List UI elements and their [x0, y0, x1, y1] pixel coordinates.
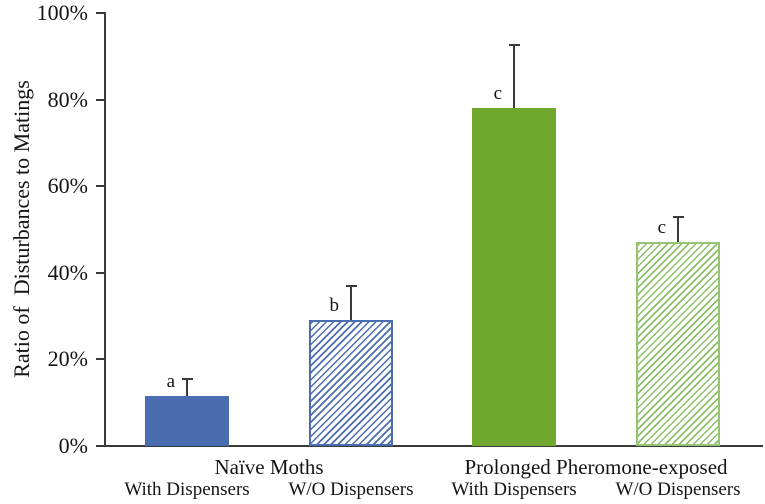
y-tick-label-40: 40%: [47, 259, 88, 285]
group-label-prolonged-pheromone-exposed: Prolonged Pheromone-exposed: [464, 455, 728, 479]
error-bar-cap-na-ve-moths-w-o-dispensers: [345, 284, 357, 287]
x-label-prolonged-pheromone-exposed-with-dispensers: With Dispensers: [451, 479, 577, 500]
error-bar-cap-prolonged-pheromone-exposed-with-dispensers: [508, 44, 520, 47]
y-tick-60: [96, 185, 105, 188]
error-bar-line-na-ve-moths-w-o-dispensers: [350, 285, 352, 321]
y-axis-line: [104, 12, 106, 447]
error-bar-line-prolonged-pheromone-exposed-w-o-dispensers: [677, 216, 679, 243]
group-label-na-ve-moths: Naïve Moths: [214, 455, 324, 479]
bar-na-ve-moths-w-o-dispensers: [309, 320, 393, 446]
y-tick-100: [96, 12, 105, 14]
y-tick-40: [96, 271, 105, 274]
y-tick-label-80: 80%: [47, 86, 88, 112]
error-bar-line-prolonged-pheromone-exposed-with-dispensers: [513, 45, 515, 109]
y-axis-title: Ratio of Disturbances to Matings: [9, 80, 34, 378]
y-tick-20: [96, 358, 105, 361]
x-label-na-ve-moths-w-o-dispensers: W/O Dispensers: [288, 479, 414, 500]
significance-letter-na-ve-moths-w-o-dispensers: b: [329, 295, 340, 317]
y-tick-label-100: 100%: [36, 0, 88, 25]
y-tick-80: [96, 98, 105, 101]
y-tick-label-60: 60%: [47, 173, 88, 199]
significance-letter-na-ve-moths-with-dispensers: a: [166, 371, 175, 393]
x-axis-line: [103, 445, 763, 447]
y-tick-label-20: 20%: [47, 346, 88, 372]
bar-prolonged-pheromone-exposed-w-o-dispensers: [636, 242, 720, 446]
x-label-na-ve-moths-with-dispensers: With Dispensers: [124, 479, 250, 500]
bar-na-ve-moths-with-dispensers: [145, 396, 229, 446]
significance-letter-prolonged-pheromone-exposed-with-dispensers: c: [493, 83, 502, 105]
error-bar-cap-prolonged-pheromone-exposed-w-o-dispensers: [672, 215, 684, 218]
x-label-prolonged-pheromone-exposed-w-o-dispensers: W/O Dispensers: [615, 479, 741, 500]
y-tick-label-0: 0%: [58, 433, 88, 458]
y-tick-0: [96, 445, 105, 447]
error-bar-line-na-ve-moths-with-dispensers: [186, 378, 188, 397]
bar-prolonged-pheromone-exposed-with-dispensers: [472, 108, 556, 446]
error-bar-cap-na-ve-moths-with-dispensers: [181, 377, 193, 380]
significance-letter-prolonged-pheromone-exposed-w-o-dispensers: c: [657, 217, 666, 239]
